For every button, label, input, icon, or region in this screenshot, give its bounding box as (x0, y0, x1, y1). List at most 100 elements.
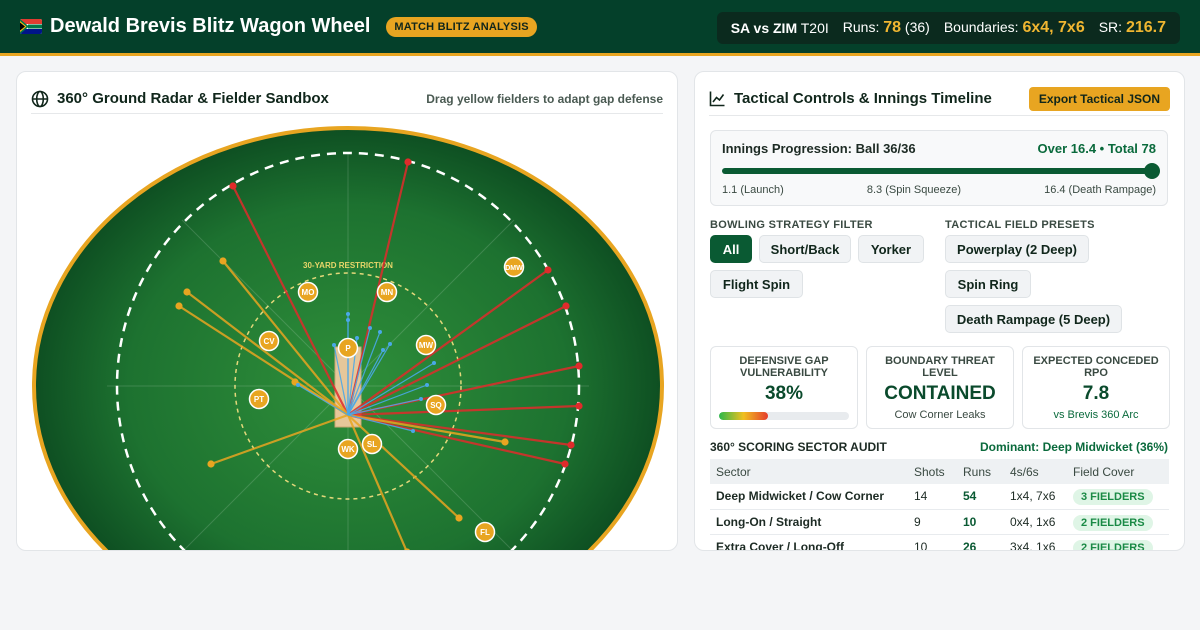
boundary-rope (115, 151, 581, 550)
table-row[interactable]: Extra Cover / Long-Off 10 26 3x4, 1x6 2 … (710, 534, 1169, 550)
sector-audit-table: Sector Shots Runs 4s/6s Field Cover Deep… (710, 459, 1169, 550)
top-bar: Dewald Brevis Blitz Wagon Wheel MATCH BL… (0, 0, 1200, 56)
brand: Dewald Brevis Blitz Wagon Wheel MATCH BL… (20, 15, 537, 38)
match-stats: SA vs ZIM T20I Runs: 78 (36) Boundaries:… (716, 12, 1180, 44)
fielder-sq[interactable]: SQ (425, 394, 447, 416)
fielder-markers[interactable]: MO MN DMW P CV MW PT SQ WK SL FL (248, 256, 525, 543)
expected-rpo-metric: EXPECTED CONCEDED RPO 7.8 vs Brevis 360 … (1022, 346, 1170, 429)
col-sector: Sector (710, 459, 908, 484)
wagon-wheel-field[interactable]: 30-YARD RESTRICTION MO MN DMW P CV MW PT SQ WK SL… (17, 122, 678, 551)
svg-text:FL: FL (480, 528, 490, 537)
fielder-mw[interactable]: MW (415, 334, 437, 356)
shot-landing-dot (175, 302, 183, 310)
boundary-threat-metric: BOUNDARY THREAT LEVEL CONTAINED Cow Corn… (866, 346, 1014, 429)
ground-radar-header: 360° Ground Radar & Fielder Sandbox Drag… (31, 84, 663, 114)
vulnerability-bar-fill (719, 412, 769, 420)
line-chart-icon (709, 91, 725, 107)
inner-circle (234, 272, 462, 500)
preset-death-rampage-button[interactable]: Death Rampage (5 Deep) (945, 305, 1122, 333)
ground-radar-title: 360° Ground Radar & Fielder Sandbox (31, 90, 329, 108)
svg-text:CV: CV (263, 337, 275, 346)
shot-landing-dot (562, 302, 570, 310)
globe-icon (31, 90, 49, 107)
fielder-mo[interactable]: MO (297, 281, 319, 303)
shot-line-six (347, 413, 572, 447)
fielder-cv[interactable]: CV (258, 330, 280, 352)
vulnerability-bar (719, 412, 849, 420)
shot-landing-dot (229, 182, 237, 190)
shot-line-four (210, 413, 349, 466)
shot-line-six (347, 413, 566, 466)
shot-line-six (347, 269, 549, 416)
preset-spin-ring-button[interactable]: Spin Ring (945, 270, 1031, 298)
tactical-controls-card: Tactical Controls & Innings Timeline Exp… (694, 71, 1185, 551)
shot-line-four (222, 260, 349, 416)
gap-vulnerability-metric: DEFENSIVE GAP VULNERABILITY 38% (710, 346, 858, 429)
page-title: Dewald Brevis Blitz Wagon Wheel (50, 15, 371, 37)
svg-text:P: P (345, 344, 351, 353)
col-runs: Runs (957, 459, 1004, 484)
svg-text:MN: MN (381, 288, 394, 297)
filter-yorker-button[interactable]: Yorker (858, 235, 924, 263)
field-cover-badge: 3 FIELDERS (1073, 489, 1153, 506)
match-label: SA vs ZIM T20I (730, 20, 829, 36)
shot-line-four (347, 414, 460, 519)
shot-landing-dot (575, 362, 583, 370)
preset-powerplay-button[interactable]: Powerplay (2 Deep) (945, 235, 1089, 263)
shot-line-six (347, 404, 580, 417)
filter-short-back-button[interactable]: Short/Back (759, 235, 851, 263)
audit-dominant: Dominant: Deep Midwicket (36%) (979, 440, 1168, 454)
shot-line-one (347, 327, 371, 416)
fielder-sl[interactable]: SL (361, 433, 383, 455)
innings-slider[interactable] (722, 163, 1160, 179)
shot-line-one (347, 384, 428, 416)
filter-flight-spin-button[interactable]: Flight Spin (710, 270, 803, 298)
shot-landing-dot (561, 460, 569, 468)
shot-landing-dot (432, 361, 436, 365)
shot-landing-dot (346, 318, 350, 322)
shot-landing-dot (404, 548, 410, 550)
shot-lines (175, 158, 583, 550)
shot-line-four (346, 414, 408, 550)
shot-line-six (347, 305, 567, 416)
fielder-mn[interactable]: MN (376, 281, 398, 303)
shot-landing-dot (411, 429, 415, 433)
export-json-button[interactable]: Export Tactical JSON (1028, 86, 1170, 111)
col-shots: Shots (908, 459, 957, 484)
boundaries-stat: Boundaries: 6x4, 7x6 (943, 19, 1085, 36)
svg-text:DMW: DMW (505, 265, 523, 272)
shot-landing-dot (455, 514, 463, 522)
field-cover-badge: 2 FIELDERS (1073, 539, 1153, 550)
svg-text:MW: MW (419, 341, 434, 350)
col-field-cover: Field Cover (1067, 459, 1169, 484)
innings-slider-thumb[interactable] (1144, 163, 1160, 179)
tick-launch: 1.1 (Launch) (722, 184, 784, 196)
fielder-p[interactable]: P (337, 337, 359, 359)
progression-status: Over 16.4 • Total 78 (1037, 141, 1156, 156)
shot-landing-dot (219, 257, 227, 265)
strike-rate-stat: SR: 216.7 (1098, 19, 1166, 36)
svg-text:SL: SL (367, 440, 377, 449)
shot-landing-dot (544, 266, 552, 274)
table-row[interactable]: Long-On / Straight 9 10 0x4, 1x6 2 FIELD… (710, 509, 1169, 535)
fielder-pt[interactable]: PT (248, 388, 270, 410)
fielder-wk[interactable]: WK (337, 438, 359, 460)
filter-all-button[interactable]: All (710, 235, 752, 263)
table-row[interactable]: Deep Midwicket / Cow Corner 14 54 1x4, 7… (710, 484, 1169, 510)
shot-landing-dot (575, 402, 583, 410)
filter-label: BOWLING STRATEGY FILTER (710, 219, 873, 231)
shot-line-one (347, 349, 384, 416)
south-africa-flag-icon (20, 19, 42, 34)
ground-radar-card: 360° Ground Radar & Fielder Sandbox Drag… (16, 71, 678, 551)
shot-landing-dot (381, 348, 385, 352)
fielder-fl[interactable]: FL (474, 521, 496, 543)
svg-text:PT: PT (254, 395, 264, 404)
shot-landing-dot (355, 336, 359, 340)
slider-ticks: 1.1 (Launch) 8.3 (Spin Squeeze) 16.4 (De… (722, 184, 1156, 196)
shot-landing-dot (501, 438, 509, 446)
runs-stat: Runs: 78 (36) (842, 19, 930, 36)
shot-landing-dot (388, 342, 392, 346)
field-cover-badge: 2 FIELDERS (1073, 514, 1153, 531)
shot-landing-dot (567, 441, 575, 449)
fielder-dmw[interactable]: DMW (503, 256, 525, 278)
